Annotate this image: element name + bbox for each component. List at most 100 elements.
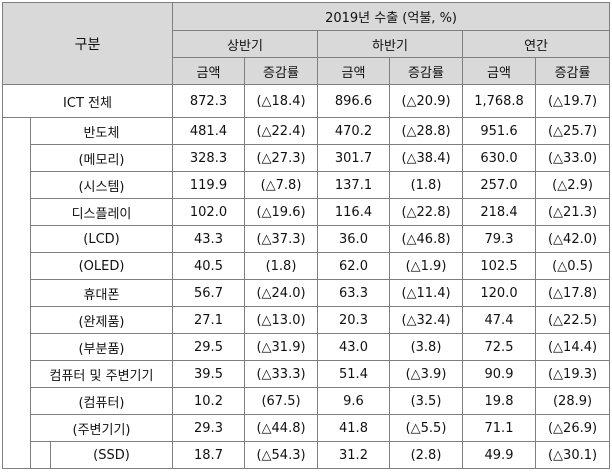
row-label: (메모리) xyxy=(30,144,173,172)
table-row: 디스플레이 102.0 (△19.6) 116.4 (△22.8) 218.4 … xyxy=(3,198,611,226)
h1-rate: (△7.8) xyxy=(244,171,318,199)
row-label: (시스템) xyxy=(30,171,173,199)
header-rate: 증감률 xyxy=(244,57,318,85)
h1-amount: 872.3 xyxy=(172,84,245,118)
year-rate: (△19.7) xyxy=(534,84,611,118)
year-amount: 72.5 xyxy=(462,333,536,361)
h2-rate: (3.5) xyxy=(389,387,463,415)
table-row: 반도체 481.4 (△22.4) 470.2 (△28.8) 951.6 (△… xyxy=(2,117,611,469)
table-row: (SSD) 18.7 (△54.3) 31.2 (2.8) 49.9 (△30.… xyxy=(3,441,611,469)
row-label: (주변기기) xyxy=(30,414,173,442)
h2-rate: (△1.9) xyxy=(389,252,463,280)
row-label: (완제품) xyxy=(30,306,173,334)
h1-rate: (△18.4) xyxy=(244,84,318,118)
h2-rate: (△38.4) xyxy=(389,144,463,172)
h2-rate: (△11.4) xyxy=(389,279,463,307)
h2-rate: (△46.8) xyxy=(389,225,463,253)
h2-rate: (2.8) xyxy=(389,441,463,469)
header-amount: 금액 xyxy=(172,57,245,85)
year-amount: 218.4 xyxy=(462,198,536,226)
year-rate: (△21.3) xyxy=(534,198,611,226)
h2-amount: 896.6 xyxy=(317,84,390,118)
header-amount: 금액 xyxy=(462,57,536,85)
h1-amount: 18.7 xyxy=(172,441,245,469)
table-row: (LCD) 43.3 (△37.3) 36.0 (△46.8) 79.3 (△4… xyxy=(3,225,611,253)
h1-rate: (1.8) xyxy=(244,252,318,280)
h1-rate: (△44.8) xyxy=(244,414,318,442)
header-period-year: 연간 xyxy=(461,30,611,58)
h1-rate: (△13.0) xyxy=(244,306,318,334)
export-table: 구분 2019년 수출 (억불, %) 상반기 하반기 연간 금액 증감률 금액… xyxy=(2,2,611,469)
year-rate: (△42.0) xyxy=(534,225,611,253)
header-rate: 증감률 xyxy=(389,57,463,85)
table-row: (메모리) 328.3 (△27.3) 301.7 (△38.4) 630.0 … xyxy=(3,144,611,172)
row-label: (컴퓨터) xyxy=(30,387,173,415)
table-row-total: ICT 전체 872.3 (△18.4) 896.6 (△20.9) 1,768… xyxy=(2,84,611,118)
h2-amount: 470.2 xyxy=(317,117,390,145)
h2-rate: (△22.8) xyxy=(389,198,463,226)
h2-rate: (△32.4) xyxy=(389,306,463,334)
year-amount: 120.0 xyxy=(462,279,536,307)
h1-rate: (△27.3) xyxy=(244,144,318,172)
sub-indent-cell xyxy=(30,441,51,469)
h2-amount: 20.3 xyxy=(317,306,390,334)
h2-rate: (3.8) xyxy=(389,333,463,361)
h2-amount: 51.4 xyxy=(317,360,390,388)
year-rate: (△2.9) xyxy=(534,171,611,199)
year-amount: 630.0 xyxy=(462,144,536,172)
h1-amount: 102.0 xyxy=(172,198,245,226)
header-main-title: 2019년 수출 (억불, %) xyxy=(171,2,611,31)
h2-amount: 62.0 xyxy=(317,252,390,280)
h1-rate: (67.5) xyxy=(244,387,318,415)
row-label: 디스플레이 xyxy=(30,198,173,226)
year-rate: (△14.4) xyxy=(534,333,611,361)
year-amount: 47.4 xyxy=(462,306,536,334)
h1-rate: (△37.3) xyxy=(244,225,318,253)
h2-rate: (△28.8) xyxy=(389,117,463,145)
h1-rate: (△22.4) xyxy=(244,117,318,145)
year-amount: 257.0 xyxy=(462,171,536,199)
h2-rate: (△5.5) xyxy=(389,414,463,442)
row-label: 반도체 xyxy=(30,117,173,145)
h2-amount: 9.6 xyxy=(317,387,390,415)
year-amount: 49.9 xyxy=(462,441,536,469)
table-row: (컴퓨터) 10.2 (67.5) 9.6 (3.5) 19.8 (28.9) xyxy=(3,387,611,415)
h1-amount: 328.3 xyxy=(172,144,245,172)
h2-rate: (△3.9) xyxy=(389,360,463,388)
header-category: 구분 xyxy=(2,2,173,85)
h1-amount: 481.4 xyxy=(172,117,245,145)
h2-rate: (1.8) xyxy=(389,171,463,199)
table-row: (주변기기) 29.3 (△44.8) 41.8 (△5.5) 71.1 (△2… xyxy=(3,414,611,442)
header-period-h1: 상반기 xyxy=(172,30,318,58)
year-amount: 79.3 xyxy=(462,225,536,253)
h2-amount: 43.0 xyxy=(317,333,390,361)
row-label: 휴대폰 xyxy=(30,279,173,307)
h1-amount: 43.3 xyxy=(172,225,245,253)
h1-amount: 40.5 xyxy=(172,252,245,280)
h2-amount: 301.7 xyxy=(317,144,390,172)
h1-amount: 119.9 xyxy=(172,171,245,199)
row-label: (LCD) xyxy=(30,225,173,253)
h2-amount: 116.4 xyxy=(317,198,390,226)
h1-amount: 10.2 xyxy=(172,387,245,415)
year-rate: (△0.5) xyxy=(534,252,611,280)
h1-rate: (△54.3) xyxy=(244,441,318,469)
year-amount: 102.5 xyxy=(462,252,536,280)
header-period-h2: 하반기 xyxy=(317,30,463,58)
row-label: (부분품) xyxy=(30,333,173,361)
table-row: (부분품) 29.5 (△31.9) 43.0 (3.8) 72.5 (△14.… xyxy=(3,333,611,361)
table-row: 휴대폰 56.7 (△24.0) 63.3 (△11.4) 120.0 (△17… xyxy=(3,279,611,307)
year-rate: (△30.1) xyxy=(534,441,611,469)
h2-rate: (△20.9) xyxy=(389,84,463,118)
table-row: (시스템) 119.9 (△7.8) 137.1 (1.8) 257.0 (△2… xyxy=(3,171,611,199)
indent-cell xyxy=(2,117,31,469)
year-rate: (△17.8) xyxy=(534,279,611,307)
h1-rate: (△31.9) xyxy=(244,333,318,361)
year-amount: 90.9 xyxy=(462,360,536,388)
year-rate: (28.9) xyxy=(534,387,611,415)
year-rate: (△22.5) xyxy=(534,306,611,334)
year-amount: 71.1 xyxy=(462,414,536,442)
year-rate: (△19.3) xyxy=(534,360,611,388)
h2-amount: 137.1 xyxy=(317,171,390,199)
table-row: 컴퓨터 및 주변기기 39.5 (△33.3) 51.4 (△3.9) 90.9… xyxy=(3,360,611,388)
